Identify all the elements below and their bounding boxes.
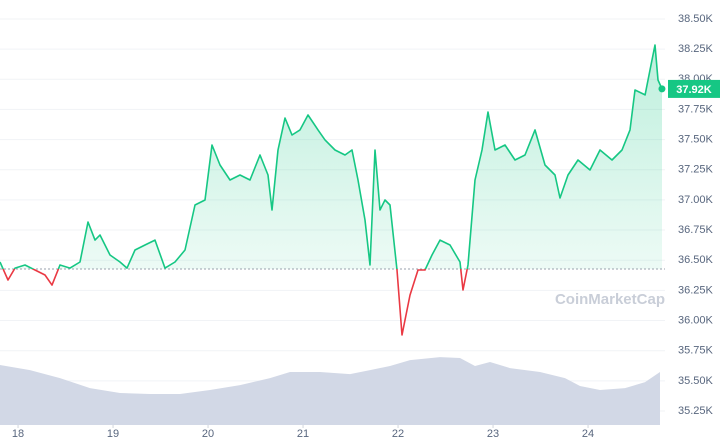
y-tick-label: 36.50K (678, 254, 714, 266)
y-tick-label: 37.50K (678, 133, 714, 145)
y-tick-label: 37.25K (678, 164, 714, 176)
x-tick-label: 22 (392, 428, 404, 440)
x-tick-label: 18 (12, 428, 24, 440)
volume-area (0, 357, 660, 425)
x-tick-label: 24 (582, 428, 594, 440)
current-label-box (668, 79, 720, 98)
x-tick-label: 20 (202, 428, 214, 440)
y-tick-label: 37.00K (678, 194, 714, 206)
y-tick-label: 38.25K (678, 43, 714, 55)
x-tick-label: 19 (107, 428, 119, 440)
x-tick-label: 21 (297, 428, 309, 440)
watermark: CoinMarketCap (555, 291, 665, 308)
x-tick-label: 23 (487, 428, 499, 440)
y-tick-label: 36.00K (678, 314, 714, 326)
y-tick-label: 38.50K (678, 13, 714, 25)
current-label: 37.92K (676, 84, 712, 96)
price-area (0, 45, 662, 270)
price-line-up (0, 44, 663, 270)
y-tick-label: 37.75K (678, 103, 714, 115)
y-tick-label: 35.25K (678, 405, 714, 417)
current-dot (658, 85, 666, 93)
y-tick-label: 36.25K (678, 284, 714, 296)
y-tick-label: 35.75K (678, 345, 714, 357)
y-tick-label: 36.75K (678, 224, 714, 236)
y-tick-label: 35.50K (678, 375, 714, 387)
